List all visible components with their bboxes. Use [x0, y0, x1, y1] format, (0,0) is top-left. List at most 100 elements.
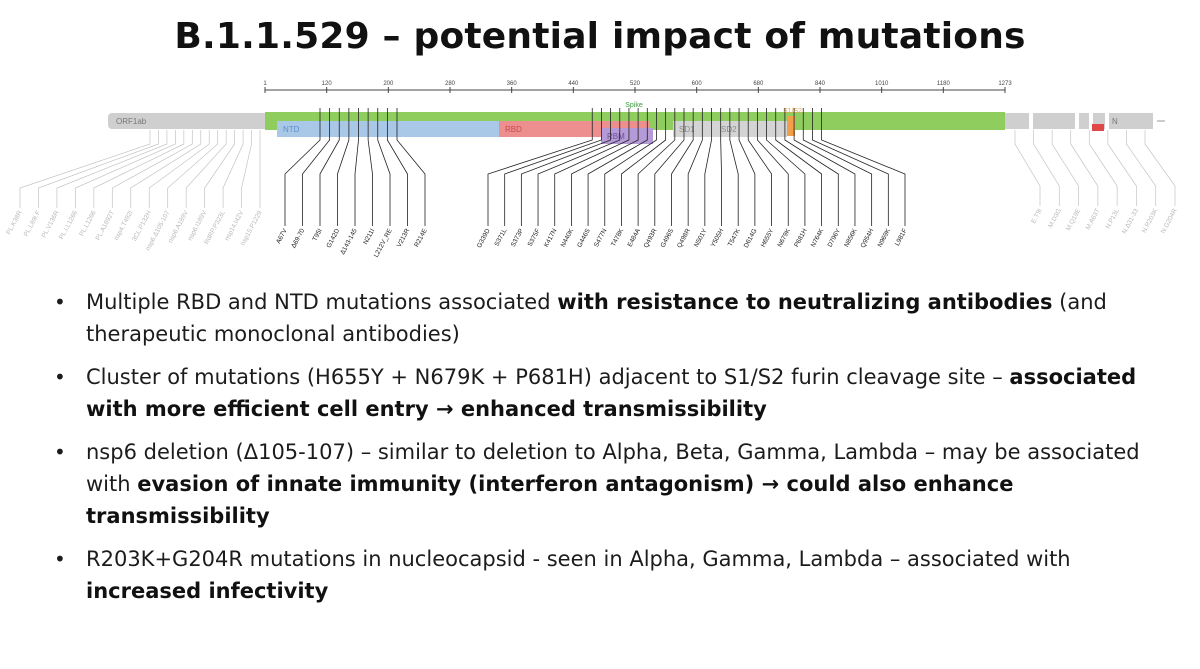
spike-mutation-leader — [377, 108, 391, 226]
bullet-item: • Multiple RBD and NTD mutations associat… — [52, 286, 1172, 350]
n-gene-label: N — [1112, 117, 1118, 126]
orf1ab-mutation-leader — [167, 130, 219, 208]
spike-mutation-label: R214E — [413, 227, 429, 248]
spike-mutation-leader — [738, 108, 756, 226]
s1s2-label: S1/S2 — [783, 108, 802, 115]
spike-mutation-label: L212V_RE — [373, 227, 394, 259]
orf1ab-mutation-leader — [148, 130, 210, 208]
axis-tick-label: 1 — [263, 81, 267, 87]
domain-rbm-label: RBM — [607, 132, 625, 141]
spike-mutation-leader — [587, 108, 648, 226]
bullet-dot-icon: • — [54, 547, 66, 571]
bullet-bold-text: evasion of innate immunity (interferon a… — [86, 472, 1014, 528]
accessory-mutation-label: E.T9I — [1030, 207, 1044, 224]
spike-mutation-label: G446S — [576, 227, 592, 249]
spike-mutation-label: S371L — [493, 227, 508, 247]
spike-mutation-leader — [621, 108, 667, 226]
accessory-mutation-leader — [1070, 130, 1099, 206]
bullet-item: • Cluster of mutations (H655Y + N679K + P… — [52, 361, 1172, 425]
spike-mutation-label: S375F — [527, 228, 542, 248]
spike-label: Spike — [625, 102, 643, 109]
spike-mutation-leader — [319, 108, 340, 226]
accessory-mutation-leader — [1144, 130, 1176, 206]
bullet-bold-text: increased infectivity — [86, 579, 329, 603]
spike-mutation-leader — [812, 108, 889, 226]
bullet-bold-text: associated with more efficient cell entr… — [86, 365, 1137, 421]
spike-mutation-leader — [284, 108, 321, 226]
domain-rbm-bar — [601, 128, 653, 144]
spike-mutation-label: Q954H — [860, 227, 876, 249]
spike-mutation-label: K417N — [543, 227, 559, 248]
bullet-text: R203K+G204R mutations in nucleocapsid - … — [86, 547, 1071, 571]
bullet-bold-text: with resistance to neutralizing antibodi… — [557, 290, 1053, 314]
axis-tick-label: 1273 — [998, 81, 1012, 87]
orf1ab-mutation-leader — [56, 130, 168, 208]
spike-mutation-leader — [687, 108, 703, 226]
spike-mutation-label: Δ69-70 — [290, 227, 306, 249]
spike-mutation-leader — [775, 108, 822, 226]
spike-mutation-leader — [386, 108, 408, 226]
orf1ab-bar — [108, 113, 268, 129]
orf1ab-mutation-label: PL.V136R — [41, 209, 61, 239]
accessory-gene-bar — [1109, 113, 1153, 129]
spike-mutation-label: N211I — [362, 227, 376, 245]
accessory-gene-bar — [1033, 113, 1075, 129]
spike-mutation-label: N969K — [877, 227, 893, 248]
spike-mutation-leader — [729, 108, 739, 226]
spike-mutation-label: Y505H — [710, 227, 726, 248]
accessory-mutation-leader — [1126, 130, 1157, 206]
spike-mutation-leader — [637, 108, 676, 226]
orf1ab-mutation-leader — [75, 130, 176, 208]
axis-tick-label: 1180 — [937, 81, 951, 87]
spike-mutation-leader — [554, 108, 630, 226]
spike-mutation-label: D796Y — [827, 227, 843, 248]
spike-mutation-label: D614G — [743, 228, 759, 249]
spike-mutation-label: A67V — [275, 227, 289, 245]
spike-mutation-leader — [354, 108, 359, 226]
spike-mutation-leader — [793, 108, 856, 226]
spike-mutation-label: S373P — [510, 228, 525, 249]
accessory-mutation-label: N.R203K — [1141, 207, 1160, 234]
spike-mutation-label: V213R — [396, 227, 412, 248]
orf1ab-mutation-leader — [204, 130, 235, 208]
spike-mutation-leader — [704, 108, 712, 226]
axis-tick-label: 360 — [507, 81, 518, 87]
accessory-mutation-leader — [1107, 130, 1137, 206]
domain-rbd-label: RBD — [505, 125, 522, 134]
spike-mutation-leader — [821, 108, 906, 226]
axis-tick-label: 840 — [815, 81, 826, 87]
accessory-mutation-label: N.Δ31-33 — [1121, 207, 1140, 235]
spike-mutation-leader — [396, 108, 426, 226]
spike-mutation-label: N501Y — [693, 227, 709, 248]
orf1ab-mutation-leader — [185, 130, 227, 208]
axis-tick-label: 280 — [445, 81, 456, 87]
spike-mutation-label: E484A — [627, 227, 643, 248]
axis-tick-label: 200 — [383, 81, 394, 87]
accessory-gene-bar — [1079, 113, 1089, 129]
spike-mutation-label: T95I — [311, 227, 323, 242]
spike-mutation-leader — [720, 108, 722, 226]
orf1ab-mutation-leader — [38, 130, 159, 208]
spike-mutation-label: N764K — [810, 227, 826, 248]
spike-mutation-label: G339D — [476, 227, 492, 249]
domain-sd2-bar — [715, 121, 787, 137]
spike-mutation-label: H655Y — [760, 227, 776, 248]
domain-sd1-bar — [673, 121, 715, 137]
spike-mutation-label: N856K — [843, 227, 859, 248]
spike-mutation-leader — [654, 108, 685, 226]
bullet-dot-icon: • — [54, 365, 66, 389]
genome-mutation-map: 1 120 200 280 360 440 520 600 680 840 1010 1180 1273… — [5, 81, 1179, 259]
bullet-list: • Multiple RBD and NTD mutations associat… — [52, 286, 1172, 607]
slide-title: B.1.1.529 – potential impact of mutation… — [174, 16, 1026, 57]
orf1ab-mutation-leader — [130, 130, 202, 208]
spike-mutation-leader — [302, 108, 331, 226]
orf1ab-mutation-label: PL.L89I.F — [23, 210, 42, 238]
spike-mutation-leader — [604, 108, 657, 226]
bullet-text: (and therapeutic monoclonal antibodies) — [86, 290, 1107, 346]
spike-mutation-label: N440K — [560, 227, 576, 248]
spike-mutation-label: T478K — [610, 227, 625, 248]
spike-mutation-label: N679K — [776, 227, 792, 248]
accessory-mutation-label: M.A63T — [1085, 208, 1102, 231]
spike-mutation-label: L981F — [894, 228, 909, 248]
domain-sd2-label: SD2 — [721, 125, 737, 134]
